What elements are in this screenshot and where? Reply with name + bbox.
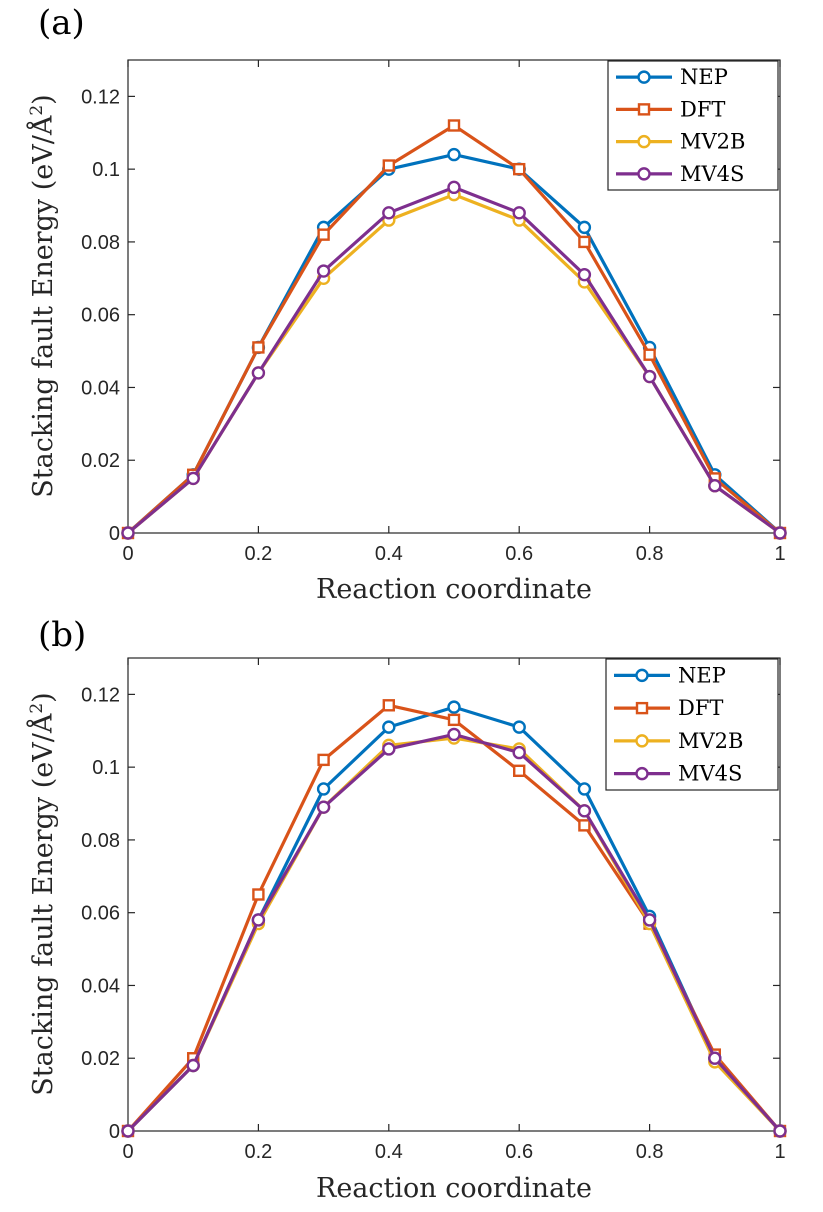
y-tick-label: 0.12 (81, 86, 120, 108)
data-point-mv4s (577, 267, 592, 282)
legend-label-mv2b: MV2B (680, 130, 745, 154)
data-point-mv4s (512, 206, 526, 220)
y-tick-label: 0.1 (92, 159, 120, 181)
legend: NEP DFT MV2B MV4S (607, 60, 779, 191)
y-tick-label: 0.02 (81, 450, 120, 472)
legend-label-mv4s: MV4S (678, 762, 742, 786)
data-point-dft (252, 341, 265, 354)
x-tick-label: 0.6 (505, 543, 533, 565)
data-point-mv4s (708, 1051, 722, 1065)
data-point-nep (512, 720, 526, 734)
data-point-mv4s (316, 264, 331, 278)
y-tick-label: 0.02 (81, 1048, 120, 1070)
data-point-nep (577, 782, 592, 796)
y-tick-label: 0 (109, 523, 120, 545)
legend-label-mv2b: MV2B (678, 729, 743, 753)
y-tick-label: 0.06 (81, 305, 120, 327)
data-point-mv4s (316, 800, 331, 814)
x-tick-label: 0.4 (375, 1141, 403, 1163)
x-axis-label: Reaction coordinate (316, 1173, 592, 1204)
data-point-mv4s (642, 369, 657, 384)
data-point-mv4s (251, 366, 266, 380)
data-point-mv4s (121, 526, 135, 540)
y-tick-label: 0.08 (81, 830, 120, 852)
legend-box (605, 658, 779, 791)
data-point-dft (382, 159, 395, 172)
data-point-mv4s (382, 742, 396, 756)
x-tick-label: 0.2 (244, 543, 272, 565)
data-point-mv4s (382, 206, 396, 220)
data-point-nep (382, 720, 396, 734)
legend-label-nep: NEP (678, 663, 726, 687)
data-point-mv4s (512, 745, 526, 760)
y-tick-label: 0.06 (81, 903, 120, 925)
x-tick-label: 1 (774, 543, 785, 565)
y-tick-label: 0.1 (92, 757, 120, 779)
data-point-mv4s (447, 180, 461, 195)
data-point-mv4s (447, 727, 461, 742)
x-tick-label: 1 (774, 1141, 785, 1163)
data-point-dft (252, 888, 265, 901)
data-point-mv4s (251, 913, 266, 927)
data-point-dft (317, 753, 330, 767)
data-point-mv4s (186, 1058, 200, 1073)
legend-label-dft: DFT (678, 696, 723, 720)
data-point-mv4s (708, 479, 722, 493)
x-tick-label: 0 (122, 1141, 133, 1163)
chart-panel-a: 0 0.2 0.4 0.6 0.8 1 0 0.02 0.04 0.06 0.08 0.1 0.12 NE… (26, 3, 787, 605)
data-point-dft (317, 228, 330, 241)
data-point-nep (447, 147, 461, 162)
y-tick-label: 0.08 (81, 232, 120, 254)
legend-label-mv4s: MV4S (680, 162, 744, 186)
legend-marker-nep (635, 668, 649, 683)
x-tick-label: 0 (122, 543, 133, 565)
data-point-dft (578, 819, 591, 832)
x-tick-label: 0.2 (244, 1141, 272, 1163)
legend-label-nep: NEP (680, 65, 728, 89)
y-axis-label: Stacking fault Energy (eV/Å2) (26, 692, 59, 1095)
legend-label-dft: DFT (680, 97, 725, 121)
data-point-nep (577, 220, 592, 235)
data-point-nep (316, 782, 331, 796)
chart-panel-b: 0 0.2 0.4 0.6 0.8 1 0 0.02 0.04 0.06 0.08 0.1 0.12 NE… (26, 615, 787, 1204)
x-tick-label: 0.8 (636, 1141, 664, 1163)
data-point-dft (382, 699, 395, 712)
data-point-nep (447, 700, 461, 714)
data-point-mv4s (773, 526, 787, 540)
panel-label: (a) (38, 3, 85, 43)
legend-marker-mv4s (635, 766, 649, 781)
y-axis-label: Stacking fault Energy (eV/Å2) (26, 94, 59, 497)
legend-marker-dft (635, 701, 649, 715)
data-point-dft (513, 764, 526, 777)
data-point-dft (513, 162, 526, 176)
x-axis-label: Reaction coordinate (316, 574, 592, 605)
data-point-dft (447, 713, 461, 727)
data-point-dft (643, 348, 656, 361)
legend: NEP DFT MV2B MV4S (605, 658, 779, 791)
legend-marker-dft (637, 103, 651, 116)
data-point-mv4s (577, 804, 592, 818)
x-tick-label: 0.8 (636, 543, 664, 565)
panel-label: (b) (38, 615, 86, 655)
legend-marker-mv2b (637, 134, 651, 149)
legend-marker-mv2b (635, 734, 649, 748)
legend-marker-nep (637, 70, 651, 84)
data-point-mv4s (121, 1124, 135, 1138)
x-tick-label: 0.4 (375, 543, 403, 565)
y-tick-label: 0.04 (81, 377, 120, 399)
y-tick-label: 0.04 (81, 975, 120, 997)
x-tick-label: 0.6 (505, 1141, 533, 1163)
data-point-dft (447, 119, 461, 132)
data-point-dft (578, 235, 591, 249)
data-point-mv4s (642, 913, 657, 927)
legend-box (607, 60, 779, 191)
y-tick-label: 0.12 (81, 684, 120, 706)
y-tick-label: 0 (109, 1121, 120, 1143)
data-point-mv4s (773, 1124, 787, 1138)
legend-marker-mv4s (637, 167, 651, 181)
data-point-mv4s (186, 471, 200, 486)
